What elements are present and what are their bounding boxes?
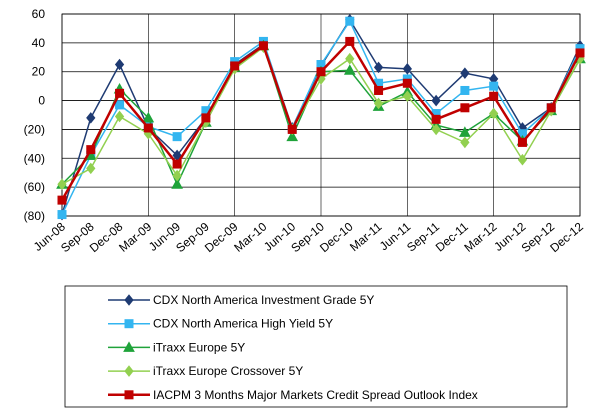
legend-marker — [124, 365, 134, 377]
data-point — [402, 90, 412, 103]
data-point — [373, 61, 384, 74]
data-point — [431, 123, 441, 136]
data-point — [143, 123, 153, 133]
data-point — [402, 78, 412, 88]
legend-marker — [123, 341, 135, 352]
data-point — [460, 67, 470, 79]
x-tick-label: Mar-11 — [347, 219, 385, 254]
data-point — [460, 136, 470, 149]
y-tick-label: (20) — [24, 122, 45, 136]
legend-box — [64, 285, 568, 408]
data-point — [489, 91, 499, 101]
x-tick-label: Dec-12 — [547, 219, 586, 255]
data-point — [57, 195, 67, 205]
legend-label: iTraxx Europe 5Y — [153, 340, 245, 354]
y-tick-label: 20 — [32, 65, 46, 79]
data-point — [517, 153, 528, 166]
legend-label: CDX North America Investment Grade 5Y — [153, 293, 374, 307]
y-tick-label: 40 — [32, 36, 46, 50]
legend-marker — [124, 319, 134, 329]
x-tick-label: Mar-12 — [461, 219, 499, 254]
data-point — [460, 85, 470, 95]
y-tick-label: 0 — [38, 94, 45, 108]
data-point — [114, 58, 125, 71]
data-point — [459, 126, 471, 137]
data-point — [115, 100, 125, 110]
y-tick-label: (60) — [24, 180, 45, 194]
data-point — [345, 16, 355, 26]
legend-marker — [124, 390, 134, 400]
data-point — [172, 159, 182, 169]
data-point — [460, 103, 470, 113]
data-point — [517, 137, 527, 147]
data-point — [201, 113, 211, 123]
data-point — [373, 97, 384, 110]
data-point — [172, 132, 182, 142]
x-tick-label: Mar-10 — [231, 219, 269, 254]
x-tick-label: Dec-10 — [317, 219, 356, 255]
data-point — [86, 162, 96, 175]
data-point — [374, 85, 384, 95]
data-point — [86, 112, 96, 124]
legend-label: CDX North America High Yield 5Y — [153, 317, 333, 331]
data-point — [431, 114, 441, 124]
legend-label: IACPM 3 Months Major Markets Credit Spre… — [153, 388, 478, 402]
data-point — [114, 110, 125, 123]
legend-marker — [124, 294, 134, 306]
data-point — [57, 210, 67, 220]
data-point — [172, 169, 182, 182]
data-point — [343, 64, 356, 75]
data-point — [287, 124, 297, 134]
y-tick-label: (40) — [24, 151, 45, 165]
data-point — [345, 36, 355, 46]
y-tick-label: 60 — [32, 7, 46, 21]
data-point — [345, 52, 355, 65]
data-point — [546, 103, 556, 113]
data-point — [575, 48, 585, 58]
data-point — [489, 81, 499, 91]
data-point — [286, 130, 299, 142]
data-point — [230, 61, 240, 71]
x-tick-label: Mar-09 — [116, 219, 154, 254]
data-point — [402, 63, 412, 75]
data-point — [316, 67, 326, 77]
data-point — [142, 111, 155, 123]
data-point — [431, 94, 441, 107]
y-tick-label: (80) — [24, 209, 45, 223]
legend-label: iTraxx Europe Crossover 5Y — [153, 364, 303, 378]
data-point — [171, 178, 183, 189]
data-point — [57, 178, 67, 191]
data-point — [258, 41, 268, 51]
data-point — [115, 88, 125, 98]
data-point — [86, 145, 96, 155]
data-point — [489, 107, 499, 120]
